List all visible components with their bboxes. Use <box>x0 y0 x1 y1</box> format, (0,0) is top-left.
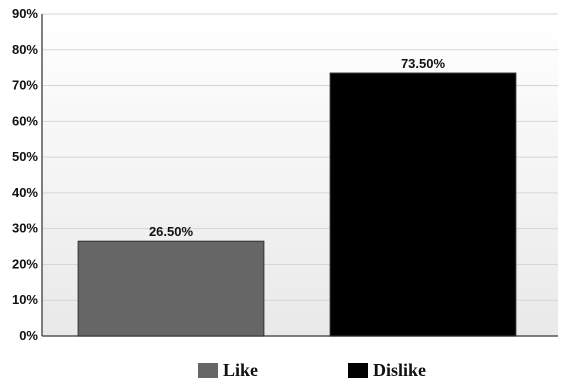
bar-like <box>77 240 265 337</box>
y-tick-label: 80% <box>12 42 38 57</box>
y-tick-label: 50% <box>12 149 38 164</box>
y-tick-label: 10% <box>12 292 38 307</box>
bar-dislike <box>329 72 517 337</box>
legend-swatch-like <box>198 362 218 378</box>
legend-item-dislike: Dislike <box>348 360 426 380</box>
bar-chart: 0% 10% 20% 30% 40% 50% 60% 70% 80% 90% 26.50% 73.5… <box>12 6 558 343</box>
legend-label-like: Like <box>223 360 259 380</box>
y-tick-label: 90% <box>12 6 38 21</box>
y-axis-ticks: 0% 10% 20% 30% 40% 50% 60% 70% 80% 90% <box>12 6 38 343</box>
legend-item-like: Like <box>198 360 258 380</box>
y-tick-label: 20% <box>12 256 38 271</box>
y-tick-label: 40% <box>12 185 38 200</box>
data-label-dislike: 73.50% <box>401 56 446 71</box>
legend-label-dislike: Dislike <box>373 360 427 380</box>
data-label-like: 26.50% <box>149 224 194 239</box>
legend: Like Dislike <box>0 360 564 382</box>
legend-swatch-dislike <box>348 362 368 378</box>
y-tick-label: 60% <box>12 113 38 128</box>
bars <box>77 72 517 337</box>
y-tick-label: 0% <box>19 328 38 343</box>
y-tick-label: 70% <box>12 78 38 93</box>
data-labels: 26.50% 73.50% <box>149 56 446 239</box>
y-tick-label: 30% <box>12 221 38 236</box>
